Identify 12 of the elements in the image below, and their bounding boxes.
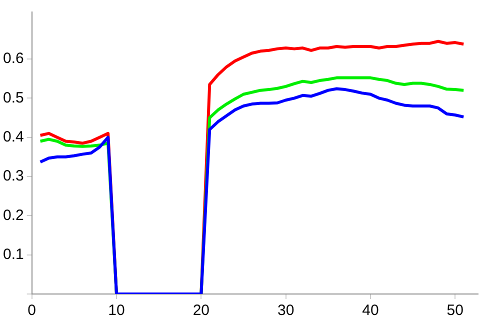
y-tick-label: 0.1 <box>2 246 24 263</box>
x-tick-label: 20 <box>192 302 210 320</box>
y-tick-label: 0.5 <box>2 89 24 106</box>
y-tick-label: 0.3 <box>2 168 24 185</box>
x-tick-label: 10 <box>108 302 125 320</box>
x-tick-label: 40 <box>362 302 379 320</box>
y-tick-label: 0.2 <box>2 206 24 224</box>
y-tick-label: 0.4 <box>2 128 24 146</box>
x-tick-label: 0 <box>28 302 36 320</box>
x-tick-label: 30 <box>277 302 294 320</box>
y-tick-label: 0.6 <box>2 50 24 68</box>
x-tick-label: 50 <box>446 302 464 320</box>
